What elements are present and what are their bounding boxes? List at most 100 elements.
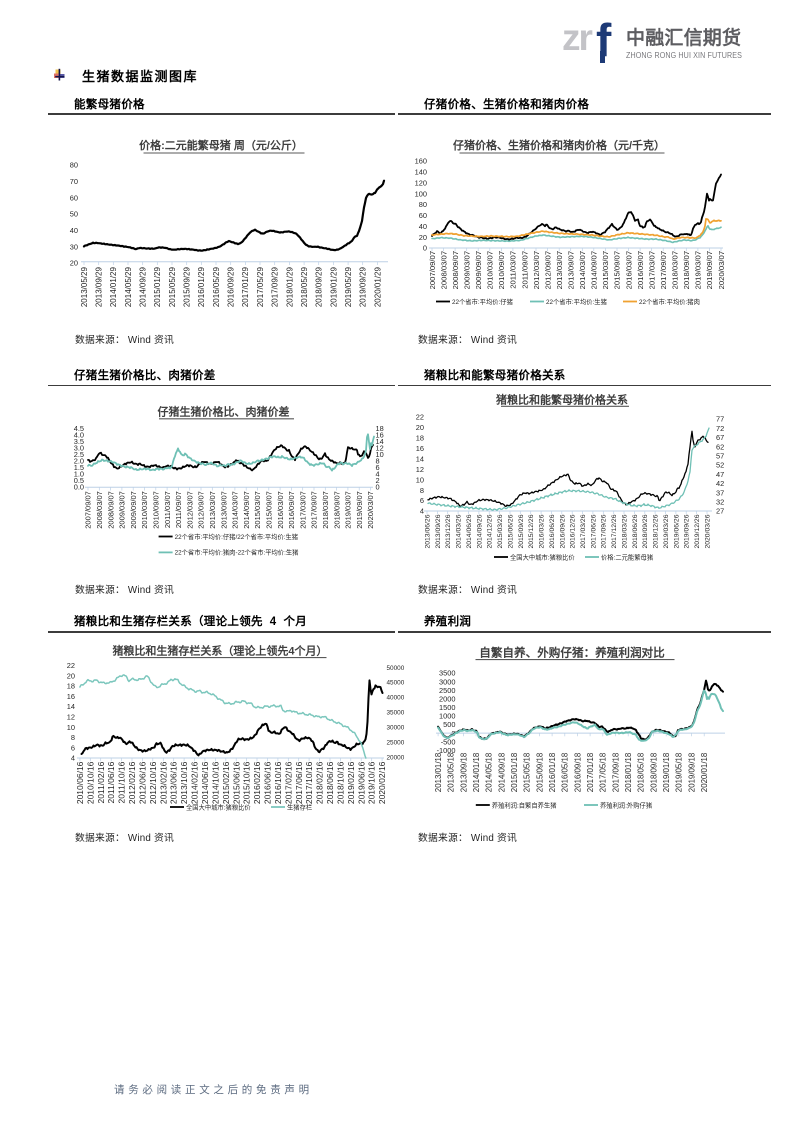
svg-text:3.0: 3.0 xyxy=(74,443,84,452)
svg-text:20000: 20000 xyxy=(387,754,405,761)
svg-text:2018/05/18: 2018/05/18 xyxy=(637,752,646,792)
svg-text:2009/03/07: 2009/03/07 xyxy=(463,251,472,289)
svg-text:2019/10/16: 2019/10/16 xyxy=(367,761,377,804)
svg-text:2009/03/07: 2009/03/07 xyxy=(118,491,127,529)
svg-text:2018/10/16: 2018/10/16 xyxy=(336,761,346,804)
svg-text:2014/03/07: 2014/03/07 xyxy=(578,251,587,289)
svg-text:30: 30 xyxy=(70,242,78,251)
svg-text:2015/06/26: 2015/06/26 xyxy=(507,514,514,548)
svg-text:生猪存栏: 生猪存栏 xyxy=(287,802,312,811)
svg-text:2015/05/29: 2015/05/29 xyxy=(168,267,177,308)
svg-text:10: 10 xyxy=(67,723,75,732)
svg-text:4: 4 xyxy=(376,469,380,478)
svg-text:2017/06/26: 2017/06/26 xyxy=(590,514,597,548)
svg-text:2016/09/07: 2016/09/07 xyxy=(636,251,645,289)
svg-text:2011/02/16: 2011/02/16 xyxy=(96,761,106,803)
svg-text:猪粮比和生猪存栏关系（理论上领先4个月）: 猪粮比和生猪存栏关系（理论上领先4个月） xyxy=(111,644,327,658)
svg-text:57: 57 xyxy=(716,452,724,461)
svg-text:22个省市:平均价:猪肉-22个省市:平均价:生猪: 22个省市:平均价:猪肉-22个省市:平均价:生猪 xyxy=(175,548,300,557)
svg-text:2013/09/07: 2013/09/07 xyxy=(219,491,228,529)
svg-text:2015/05/18: 2015/05/18 xyxy=(523,752,532,792)
svg-text:16: 16 xyxy=(376,430,384,439)
svg-text:养殖利润:自繁自养生猪: 养殖利润:自繁自养生猪 xyxy=(492,800,557,809)
svg-text:2017/10/16: 2017/10/16 xyxy=(304,761,314,804)
svg-text:10: 10 xyxy=(416,475,424,484)
svg-text:2016/03/07: 2016/03/07 xyxy=(276,491,285,529)
svg-text:50000: 50000 xyxy=(387,665,405,672)
svg-text:2020/03/07: 2020/03/07 xyxy=(366,491,375,529)
svg-text:2014/05/29: 2014/05/29 xyxy=(124,267,133,308)
svg-text:2013/12/26: 2013/12/26 xyxy=(445,514,452,548)
svg-text:2018/06/26: 2018/06/26 xyxy=(632,514,639,548)
svg-text:2015/09/07: 2015/09/07 xyxy=(613,251,622,289)
svg-text:67: 67 xyxy=(716,433,724,442)
svg-text:2009/09/07: 2009/09/07 xyxy=(129,491,138,529)
svg-text:2017/03/07: 2017/03/07 xyxy=(647,251,656,289)
svg-text:2018/09/26: 2018/09/26 xyxy=(642,514,649,548)
svg-text:8: 8 xyxy=(376,456,380,465)
svg-text:2010/09/07: 2010/09/07 xyxy=(152,491,161,529)
svg-text:2018/02/16: 2018/02/16 xyxy=(315,761,325,804)
svg-text:50: 50 xyxy=(70,210,78,219)
svg-text:2011/06/16: 2011/06/16 xyxy=(106,761,116,803)
svg-text:2013/05/18: 2013/05/18 xyxy=(447,752,456,792)
svg-text:22个省市:平均价:仔猪: 22个省市:平均价:仔猪 xyxy=(452,297,514,306)
svg-text:47: 47 xyxy=(716,470,724,479)
svg-text:16: 16 xyxy=(416,444,424,453)
svg-text:2015/01/29: 2015/01/29 xyxy=(153,267,162,308)
svg-text:2016/01/29: 2016/01/29 xyxy=(197,267,206,308)
svg-text:2017/01/18: 2017/01/18 xyxy=(586,752,595,792)
svg-text:2014/09/29: 2014/09/29 xyxy=(139,267,148,308)
svg-text:2019/03/07: 2019/03/07 xyxy=(344,491,353,529)
svg-text:140: 140 xyxy=(415,168,427,177)
svg-text:2015/01/18: 2015/01/18 xyxy=(510,752,519,792)
svg-text:2.5: 2.5 xyxy=(74,450,84,459)
svg-text:2016/06/26: 2016/06/26 xyxy=(549,514,556,548)
svg-text:0.0: 0.0 xyxy=(74,482,84,491)
svg-text:18: 18 xyxy=(67,682,75,691)
svg-text:2014/03/26: 2014/03/26 xyxy=(456,514,463,548)
svg-text:2015/12/26: 2015/12/26 xyxy=(528,514,535,548)
svg-text:2019/01/18: 2019/01/18 xyxy=(662,752,671,792)
svg-text:仔猪价格、生猪价格和猪肉价格（元/千克）: 仔猪价格、生猪价格和猪肉价格（元/千克） xyxy=(453,138,665,152)
svg-text:2017/01/29: 2017/01/29 xyxy=(241,267,250,308)
svg-text:自繁自养、外购仔猪：养殖利润对比: 自繁自养、外购仔猪：养殖利润对比 xyxy=(479,646,665,660)
svg-text:1000: 1000 xyxy=(439,712,455,721)
svg-text:72: 72 xyxy=(716,424,724,433)
svg-text:2019/09/07: 2019/09/07 xyxy=(355,491,364,529)
svg-text:77: 77 xyxy=(716,415,724,424)
svg-text:2012/03/07: 2012/03/07 xyxy=(185,491,194,529)
svg-text:3000: 3000 xyxy=(439,677,455,686)
svg-text:2019/05/29: 2019/05/29 xyxy=(344,267,353,308)
svg-text:2010/10/16: 2010/10/16 xyxy=(85,761,95,804)
svg-text:2008/09/07: 2008/09/07 xyxy=(106,491,115,529)
svg-text:2013/03/07: 2013/03/07 xyxy=(555,251,564,289)
svg-text:2015/03/26: 2015/03/26 xyxy=(497,514,504,548)
svg-text:45000: 45000 xyxy=(387,680,405,687)
svg-text:2018/03/07: 2018/03/07 xyxy=(321,491,330,529)
svg-text:16: 16 xyxy=(67,692,75,701)
svg-text:2012/09/07: 2012/09/07 xyxy=(543,251,552,289)
svg-text:2014/09/18: 2014/09/18 xyxy=(497,752,506,792)
svg-text:0: 0 xyxy=(376,482,380,491)
svg-text:2019/05/18: 2019/05/18 xyxy=(675,752,684,792)
svg-text:4: 4 xyxy=(420,507,424,516)
svg-text:2009/09/07: 2009/09/07 xyxy=(474,251,483,289)
svg-text:2018/01/18: 2018/01/18 xyxy=(624,752,633,792)
svg-text:0.5: 0.5 xyxy=(74,476,84,485)
svg-text:2014/09/07: 2014/09/07 xyxy=(590,251,599,289)
svg-text:2011/09/07: 2011/09/07 xyxy=(520,251,529,289)
svg-text:12: 12 xyxy=(67,713,75,722)
svg-text:猪粮比和能繁母猪价格关系: 猪粮比和能繁母猪价格关系 xyxy=(495,393,628,407)
svg-text:12: 12 xyxy=(416,465,424,474)
svg-text:2016/09/26: 2016/09/26 xyxy=(559,514,566,548)
svg-text:2017/05/29: 2017/05/29 xyxy=(256,267,265,308)
svg-text:2019/09/18: 2019/09/18 xyxy=(687,752,696,792)
svg-text:70: 70 xyxy=(70,177,78,186)
svg-text:14: 14 xyxy=(67,702,75,711)
svg-text:22个省市:平均价:仔猪/22个省市:平均价:生猪: 22个省市:平均价:仔猪/22个省市:平均价:生猪 xyxy=(175,532,299,541)
svg-text:2017/09/26: 2017/09/26 xyxy=(601,514,608,548)
svg-text:2015/06/16: 2015/06/16 xyxy=(231,761,241,804)
svg-text:2018/01/29: 2018/01/29 xyxy=(285,267,294,308)
svg-text:14: 14 xyxy=(376,437,384,446)
